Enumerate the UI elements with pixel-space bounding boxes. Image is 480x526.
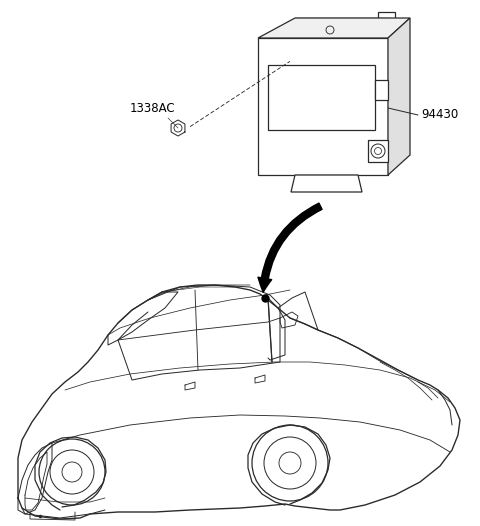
Polygon shape	[268, 65, 375, 130]
Text: 1338AC: 1338AC	[130, 102, 176, 115]
Polygon shape	[258, 18, 410, 38]
Polygon shape	[258, 38, 388, 175]
FancyArrowPatch shape	[258, 203, 322, 292]
Text: 94430: 94430	[421, 108, 458, 122]
Polygon shape	[378, 12, 395, 30]
Polygon shape	[368, 140, 388, 162]
Polygon shape	[291, 175, 362, 192]
Polygon shape	[388, 18, 410, 175]
Polygon shape	[280, 312, 298, 328]
Polygon shape	[295, 18, 390, 38]
Polygon shape	[375, 80, 388, 100]
